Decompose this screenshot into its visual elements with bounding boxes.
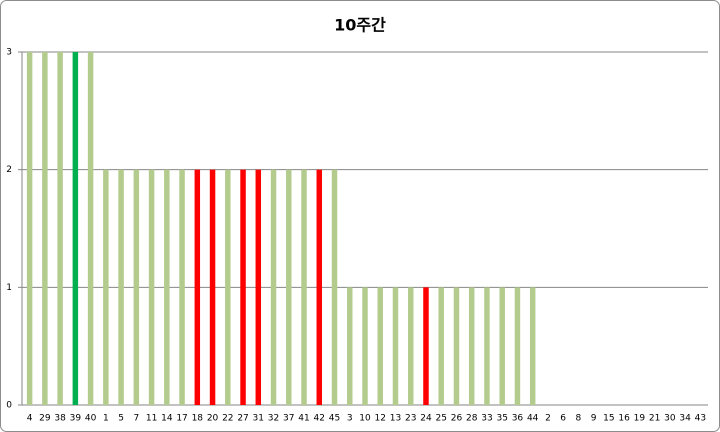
bar — [148, 169, 155, 405]
x-tick-label: 14 — [161, 414, 173, 424]
x-tick-label: 39 — [70, 414, 82, 424]
bar — [42, 52, 48, 405]
bar — [26, 52, 33, 405]
x-tick-label: 20 — [207, 414, 219, 424]
x-tick-label: 6 — [560, 414, 566, 424]
x-tick-label: 45 — [329, 414, 340, 424]
x-tick-label: 38 — [54, 414, 66, 424]
bar — [392, 287, 399, 405]
bar — [529, 287, 536, 405]
x-tick-label: 3 — [347, 414, 353, 424]
bar — [468, 287, 475, 405]
bar — [331, 169, 338, 405]
x-tick-label: 36 — [512, 414, 524, 424]
x-tick-label: 34 — [679, 414, 691, 424]
x-tick-label: 8 — [576, 414, 582, 424]
x-tick-label: 11 — [146, 414, 157, 424]
bar — [87, 52, 94, 405]
bar — [194, 169, 201, 405]
y-tick-label: 1 — [6, 283, 12, 293]
bar — [347, 287, 353, 405]
y-tick-label: 2 — [6, 165, 12, 175]
x-tick-label: 15 — [603, 414, 614, 424]
x-tick-label: 22 — [222, 414, 233, 424]
x-tick-label: 9 — [591, 414, 597, 424]
x-tick-label: 42 — [314, 414, 325, 424]
x-tick-label: 7 — [133, 414, 139, 424]
bar — [316, 169, 323, 405]
x-tick-label: 29 — [39, 414, 51, 424]
x-tick-label: 23 — [405, 414, 416, 424]
bar — [225, 169, 231, 405]
bar — [423, 287, 429, 405]
x-tick-label: 35 — [496, 414, 507, 424]
bar — [377, 287, 383, 405]
x-tick-label: 44 — [527, 414, 539, 424]
bar — [438, 287, 444, 405]
bar — [286, 169, 292, 405]
x-tick-label: 4 — [27, 414, 33, 424]
bar — [179, 169, 185, 405]
x-tick-label: 43 — [695, 414, 706, 424]
x-tick-label: 26 — [451, 414, 463, 424]
x-tick-label: 31 — [253, 414, 264, 424]
bar — [453, 287, 460, 405]
x-tick-label: 24 — [420, 414, 432, 424]
bar — [484, 287, 490, 405]
x-tick-label: 32 — [268, 414, 279, 424]
x-tick-label: 13 — [390, 414, 401, 424]
x-tick-label: 28 — [466, 414, 478, 424]
bar — [362, 287, 368, 405]
x-tick-label: 41 — [298, 414, 309, 424]
x-tick-label: 2 — [545, 414, 551, 424]
x-tick-label: 27 — [237, 414, 248, 424]
bar — [499, 287, 505, 405]
bar — [407, 287, 414, 405]
x-tick-label: 21 — [649, 414, 660, 424]
x-tick-label: 40 — [85, 414, 97, 424]
bar — [133, 169, 140, 405]
bar — [103, 169, 109, 405]
x-tick-label: 19 — [634, 414, 646, 424]
x-tick-label: 12 — [375, 414, 386, 424]
y-tick-label: 3 — [6, 48, 12, 58]
bar — [57, 52, 63, 405]
bar — [72, 52, 79, 405]
x-tick-label: 16 — [618, 414, 630, 424]
bar — [301, 169, 307, 405]
bar — [514, 287, 521, 405]
x-tick-label: 33 — [481, 414, 492, 424]
bar — [209, 169, 216, 405]
y-tick-label: 0 — [6, 401, 12, 411]
bar — [164, 169, 170, 405]
bar — [240, 169, 246, 405]
chart-title: 10주간 — [334, 16, 386, 35]
x-tick-label: 18 — [192, 414, 204, 424]
bar — [118, 169, 124, 405]
x-tick-label: 10 — [359, 414, 371, 424]
bar — [270, 169, 277, 405]
x-tick-label: 17 — [176, 414, 187, 424]
x-tick-label: 25 — [435, 414, 446, 424]
bar — [255, 169, 262, 405]
x-tick-label: 37 — [283, 414, 294, 424]
x-tick-label: 1 — [103, 414, 109, 424]
x-tick-label: 30 — [664, 414, 676, 424]
x-tick-label: 5 — [118, 414, 124, 424]
